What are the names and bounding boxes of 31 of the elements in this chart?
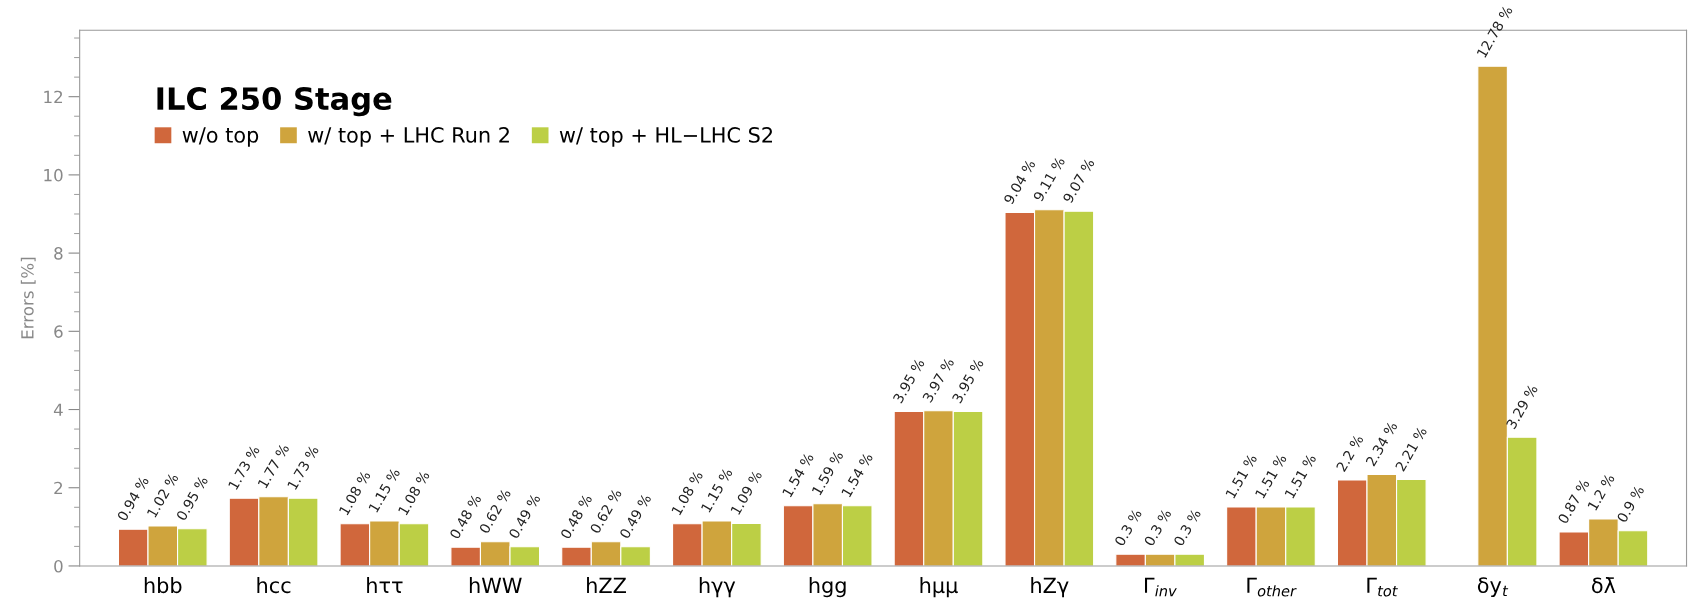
legend-label: w/ top + HL−LHC S2 bbox=[559, 127, 772, 147]
x-tick-label: δy$_{t}$ bbox=[1477, 577, 1509, 598]
x-tick-label: hμμ bbox=[920, 577, 958, 598]
x-tick-label: δλ̄ bbox=[1592, 577, 1616, 594]
y-tick-label: 2 bbox=[54, 481, 63, 495]
y-tick-label: 6 bbox=[54, 325, 63, 338]
legend-title: ILC 250 Stage bbox=[157, 86, 392, 117]
x-tick-label: Γ$_{tot}$ bbox=[1367, 577, 1398, 597]
y-axis-title: Errors [%] bbox=[20, 257, 36, 339]
x-tick-label: Γ$_{inv}$ bbox=[1145, 577, 1177, 597]
x-tick-label: hττ bbox=[367, 577, 403, 593]
data-label: 0.9 % bbox=[1616, 484, 1645, 524]
x-tick-label: hcc bbox=[257, 577, 291, 594]
y-tick-label: 12 bbox=[44, 90, 63, 104]
x-tick-label: hbb bbox=[144, 577, 182, 594]
data-label: 0.3 % bbox=[1114, 508, 1143, 547]
y-tick-label: 0 bbox=[54, 559, 63, 573]
x-tick-label: hgg bbox=[809, 577, 846, 598]
x-tick-label: hWW bbox=[469, 577, 522, 593]
x-tick-label: hγγ bbox=[699, 577, 736, 598]
legend-label: w/ top + LHC Run 2 bbox=[308, 127, 509, 147]
data-label: 0.3 % bbox=[1173, 508, 1202, 547]
data-label: 2.2 % bbox=[1335, 434, 1364, 473]
x-tick-label: hZZ bbox=[587, 577, 626, 593]
legend-label: w/o top bbox=[182, 127, 259, 147]
y-tick-label: 10 bbox=[44, 168, 63, 182]
y-tick-label: 4 bbox=[53, 403, 63, 416]
y-tick-label: 8 bbox=[54, 247, 63, 260]
x-tick-label: hZγ bbox=[1031, 577, 1069, 598]
data-label: 0.3 % bbox=[1143, 508, 1172, 547]
x-tick-label: Γ$_{other}$ bbox=[1247, 577, 1297, 597]
